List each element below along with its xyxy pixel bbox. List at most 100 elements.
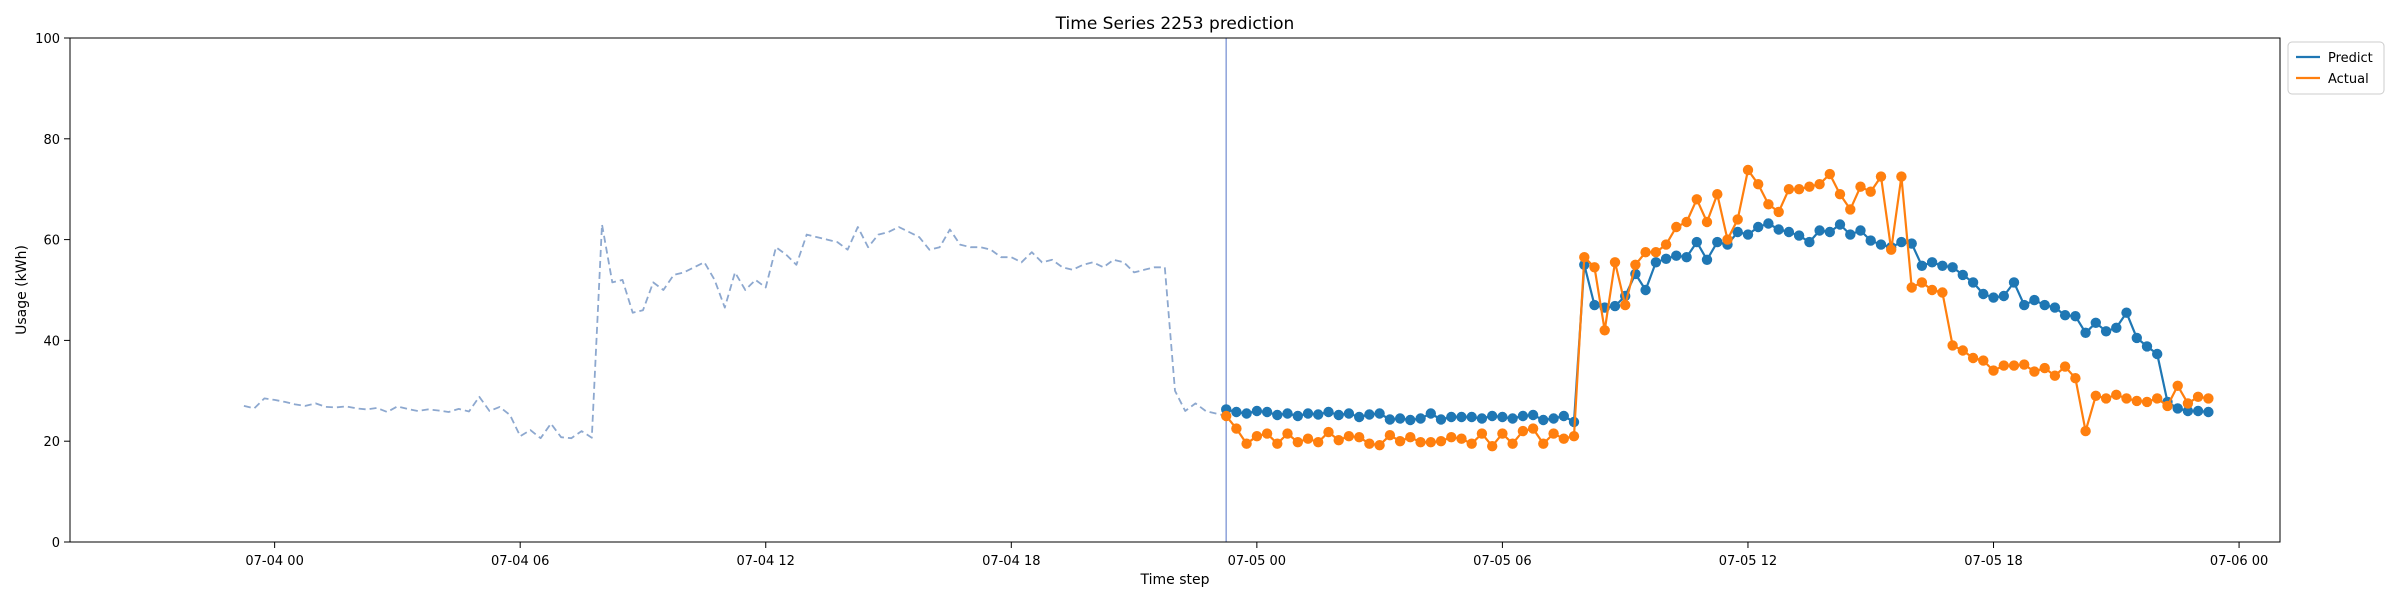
actual-point (2141, 396, 2153, 408)
actual-point (2019, 359, 2030, 370)
predict-point (1384, 414, 1396, 425)
predict-point (1660, 253, 1672, 264)
y-tick-label: 20 (43, 435, 60, 450)
actual-point (1221, 410, 1232, 422)
actual-point (1967, 352, 1979, 364)
actual-point (1681, 216, 1692, 228)
actual-point (1793, 184, 1805, 195)
predict-point (1333, 409, 1344, 421)
actual-point (1947, 340, 1958, 351)
actual-point (1261, 428, 1273, 439)
actual-point (1865, 186, 1876, 197)
x-tick-label: 07-04 06 (491, 554, 549, 569)
actual-point (1354, 432, 1365, 443)
predict-point (1476, 413, 1488, 424)
predict-point (1855, 225, 1866, 236)
actual-point (2059, 361, 2071, 372)
actual-point (2152, 393, 2163, 404)
actual-point (1834, 189, 1846, 200)
chart-title: Time Series 2253 prediction (1055, 14, 1295, 34)
actual-point (1896, 171, 1907, 182)
actual-point (2029, 366, 2040, 377)
actual-point (2182, 398, 2194, 409)
y-tick-label: 100 (35, 32, 60, 47)
legend-box (2287, 41, 2385, 95)
actual-point (1558, 433, 1570, 444)
actual-point (1660, 239, 1672, 250)
predict-point (1343, 408, 1355, 419)
predict-point (1763, 218, 1774, 229)
actual-point (1282, 428, 1293, 439)
predict-point (2192, 405, 2204, 417)
x-tick-label: 07-04 00 (245, 554, 303, 569)
predict-point (1282, 408, 1293, 419)
predict-point (1497, 411, 1508, 423)
x-tick-label: 07-05 06 (1473, 554, 1531, 569)
predict-point (2100, 326, 2112, 337)
actual-point (1763, 199, 1774, 210)
x-tick-label: 07-05 00 (1228, 554, 1286, 569)
predict-point (1374, 408, 1385, 419)
x-tick-label: 07-05 12 (1719, 554, 1777, 569)
actual-point (2131, 395, 2142, 407)
predict-point (2131, 332, 2142, 344)
predict-point (2039, 299, 2050, 311)
actual-point (1487, 441, 1498, 452)
predict-point (1691, 236, 1703, 248)
actual-point (1701, 216, 1713, 228)
predict-point (2070, 311, 2081, 322)
predict-point (1783, 226, 1795, 238)
actual-point (1814, 179, 1825, 190)
predict-point (1609, 300, 1621, 312)
actual-point (1364, 438, 1375, 449)
y-tick-label: 0 (52, 536, 60, 551)
series-layer (243, 164, 2214, 452)
y-tick-label: 60 (43, 234, 60, 249)
predict-point (2172, 403, 2183, 414)
predict-point (1241, 408, 1252, 419)
x-axis-label: Time step (1140, 572, 1210, 588)
predict-point (2080, 327, 2091, 338)
actual-point (1957, 345, 1969, 356)
predict-point (1364, 409, 1375, 420)
actual-point (1231, 423, 1242, 434)
predict-point (1446, 411, 1457, 423)
predict-point (1272, 409, 1283, 421)
predict-point (1354, 411, 1365, 423)
y-tick-label: 80 (43, 133, 60, 148)
predict-point (1435, 414, 1447, 425)
actual-point (1497, 428, 1508, 439)
predict-point (2141, 341, 2153, 352)
actual-point (2172, 380, 2183, 391)
predict-point (1558, 410, 1570, 422)
predict-point (1415, 413, 1426, 424)
actual-point (1998, 360, 2010, 371)
actual-point (1323, 426, 1334, 438)
actual-point (1875, 171, 1887, 182)
x-tick-label: 07-04 12 (737, 554, 795, 569)
actual-point (1722, 234, 1733, 245)
actual-point (1446, 432, 1457, 443)
y-tick-label: 40 (43, 334, 60, 349)
actual-point (1241, 438, 1252, 449)
actual-point (2203, 393, 2214, 404)
actual-point (2008, 360, 2020, 371)
predict-point (1906, 238, 1917, 249)
actual-point (1620, 299, 1631, 311)
predict-point (1538, 414, 1549, 426)
actual-point (2100, 393, 2112, 404)
predict-point (2008, 277, 2020, 288)
predict-point (1753, 221, 1764, 233)
predict-point (1967, 277, 1979, 288)
actual-point (2192, 391, 2204, 402)
actual-point (1415, 437, 1426, 448)
predict-point (1814, 225, 1825, 236)
predict-point (1926, 257, 1938, 268)
predict-point (1937, 260, 1948, 271)
predict-point (2121, 307, 2132, 318)
actual-point (1824, 168, 1836, 180)
actual-point (1313, 437, 1324, 448)
actual-point (1609, 257, 1621, 268)
actual-point (1845, 204, 1856, 215)
